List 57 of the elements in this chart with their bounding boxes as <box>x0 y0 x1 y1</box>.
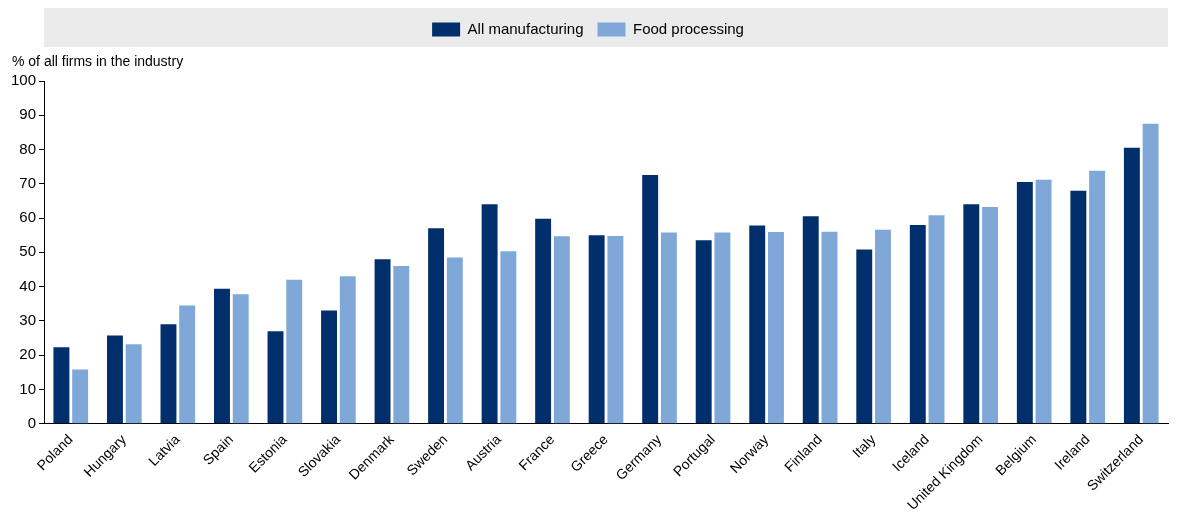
bar <box>1089 170 1106 424</box>
legend-label: Food processing <box>633 19 744 37</box>
bar <box>588 235 605 424</box>
bar <box>339 276 356 424</box>
x-tick-label: Italy <box>849 431 879 461</box>
bar <box>286 279 303 424</box>
bar <box>909 224 926 424</box>
y-tick-label: 70 <box>19 173 37 191</box>
bar <box>446 257 463 424</box>
bar <box>642 174 659 424</box>
y-tick-label: 20 <box>19 345 37 363</box>
bar <box>214 288 230 424</box>
bar <box>321 310 337 424</box>
bar <box>714 232 731 424</box>
y-tick-label: 60 <box>19 208 37 226</box>
bar <box>821 231 838 424</box>
bar <box>1016 182 1033 424</box>
bar <box>160 324 177 424</box>
bar <box>1070 190 1087 424</box>
bar <box>106 335 123 424</box>
legend-label: All manufacturing <box>467 19 584 37</box>
bar <box>856 249 873 424</box>
bar <box>428 228 445 424</box>
bar <box>72 369 89 424</box>
bar <box>125 344 142 424</box>
bar <box>767 232 784 424</box>
bar <box>749 225 766 424</box>
y-axis-title: % of all firms in the industry <box>12 52 184 69</box>
bar <box>1123 147 1140 424</box>
y-tick-label: 40 <box>19 276 37 294</box>
bar <box>802 216 819 424</box>
bar <box>695 240 712 424</box>
bar <box>963 204 980 424</box>
y-tick-label: 50 <box>19 242 37 260</box>
bar <box>553 236 570 424</box>
bar <box>179 305 196 424</box>
y-tick-label: 90 <box>19 105 37 123</box>
bar <box>1142 123 1159 424</box>
y-tick-label: 10 <box>19 379 37 397</box>
bar <box>500 251 517 424</box>
bar <box>607 235 624 424</box>
bar <box>660 232 677 424</box>
bar <box>232 294 249 424</box>
bar <box>393 266 410 424</box>
bar <box>374 259 391 424</box>
bar <box>1035 179 1052 424</box>
bar <box>928 215 945 424</box>
y-tick-label: 0 <box>27 413 37 431</box>
bar <box>875 229 891 424</box>
y-tick-label: 100 <box>11 71 37 89</box>
bar <box>53 347 70 424</box>
bar <box>267 331 284 424</box>
y-tick-label: 30 <box>19 311 37 329</box>
y-tick-label: 80 <box>19 139 37 157</box>
bar <box>982 207 998 424</box>
bar <box>481 204 498 424</box>
bar <box>535 218 552 424</box>
